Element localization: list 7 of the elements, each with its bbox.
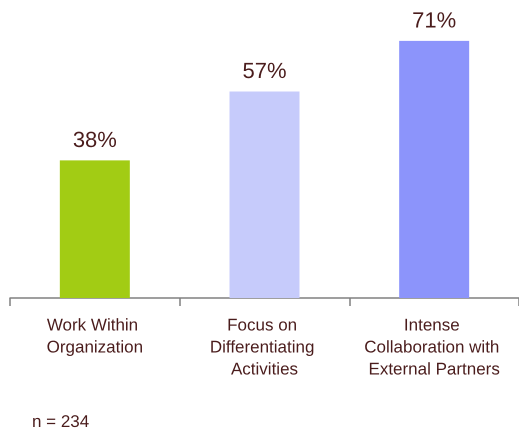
- data-label: 71%: [412, 7, 456, 32]
- data-label: 57%: [242, 58, 287, 84]
- data-label: 38%: [72, 126, 117, 152]
- text: n = 234: [32, 412, 90, 431]
- x-tick-label: Intense Collaboration with External Partners: [364, 316, 504, 378]
- x-tick-label: Focus on Differentiating Activities: [210, 316, 320, 378]
- x-tick-label: Work Within Organization: [46, 316, 144, 356]
